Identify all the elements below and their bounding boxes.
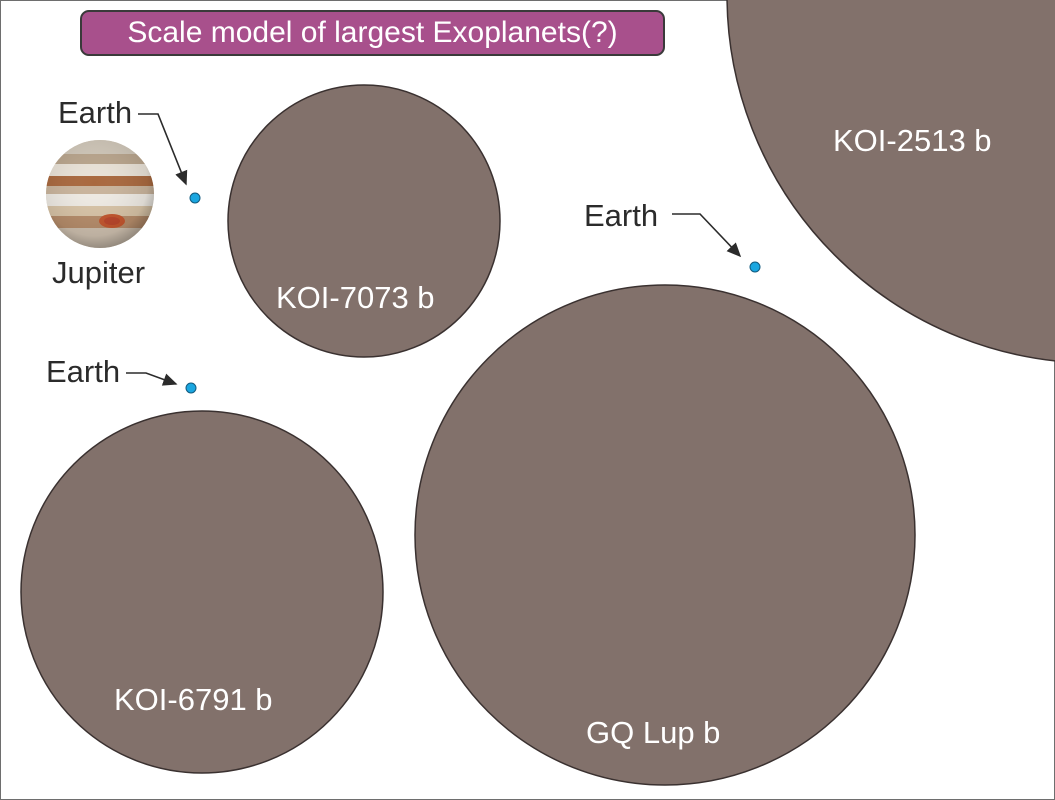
planet-label-koi-2513b: KOI-2513 b — [833, 123, 992, 158]
earth-label-3: Earth — [584, 198, 659, 233]
earth-label-1: Earth — [58, 95, 133, 130]
earth-dot-1 — [189, 192, 201, 204]
planet-gq-lup-b — [414, 284, 916, 786]
earth-label-2: Earth — [46, 354, 121, 389]
earth-arrow-3 — [672, 213, 742, 258]
earth-arrow-1 — [138, 113, 188, 186]
jupiter-icon — [46, 140, 154, 248]
planet-label-koi-6791b: KOI-6791 b — [114, 682, 273, 717]
planet-label-koi-7073b: KOI-7073 b — [276, 280, 435, 315]
planet-koi-7073b — [227, 84, 501, 358]
planet-label-gq-lup-b: GQ Lup b — [586, 715, 721, 750]
earth-dot-2 — [185, 382, 197, 394]
jupiter-label: Jupiter — [52, 255, 146, 290]
planet-koi-2513b — [726, 0, 1055, 362]
planet-koi-6791b — [20, 410, 384, 774]
earth-dot-3 — [749, 261, 761, 273]
diagram-title: Scale model of largest Exoplanets(?) — [80, 10, 665, 56]
earth-arrow-2 — [126, 372, 178, 386]
